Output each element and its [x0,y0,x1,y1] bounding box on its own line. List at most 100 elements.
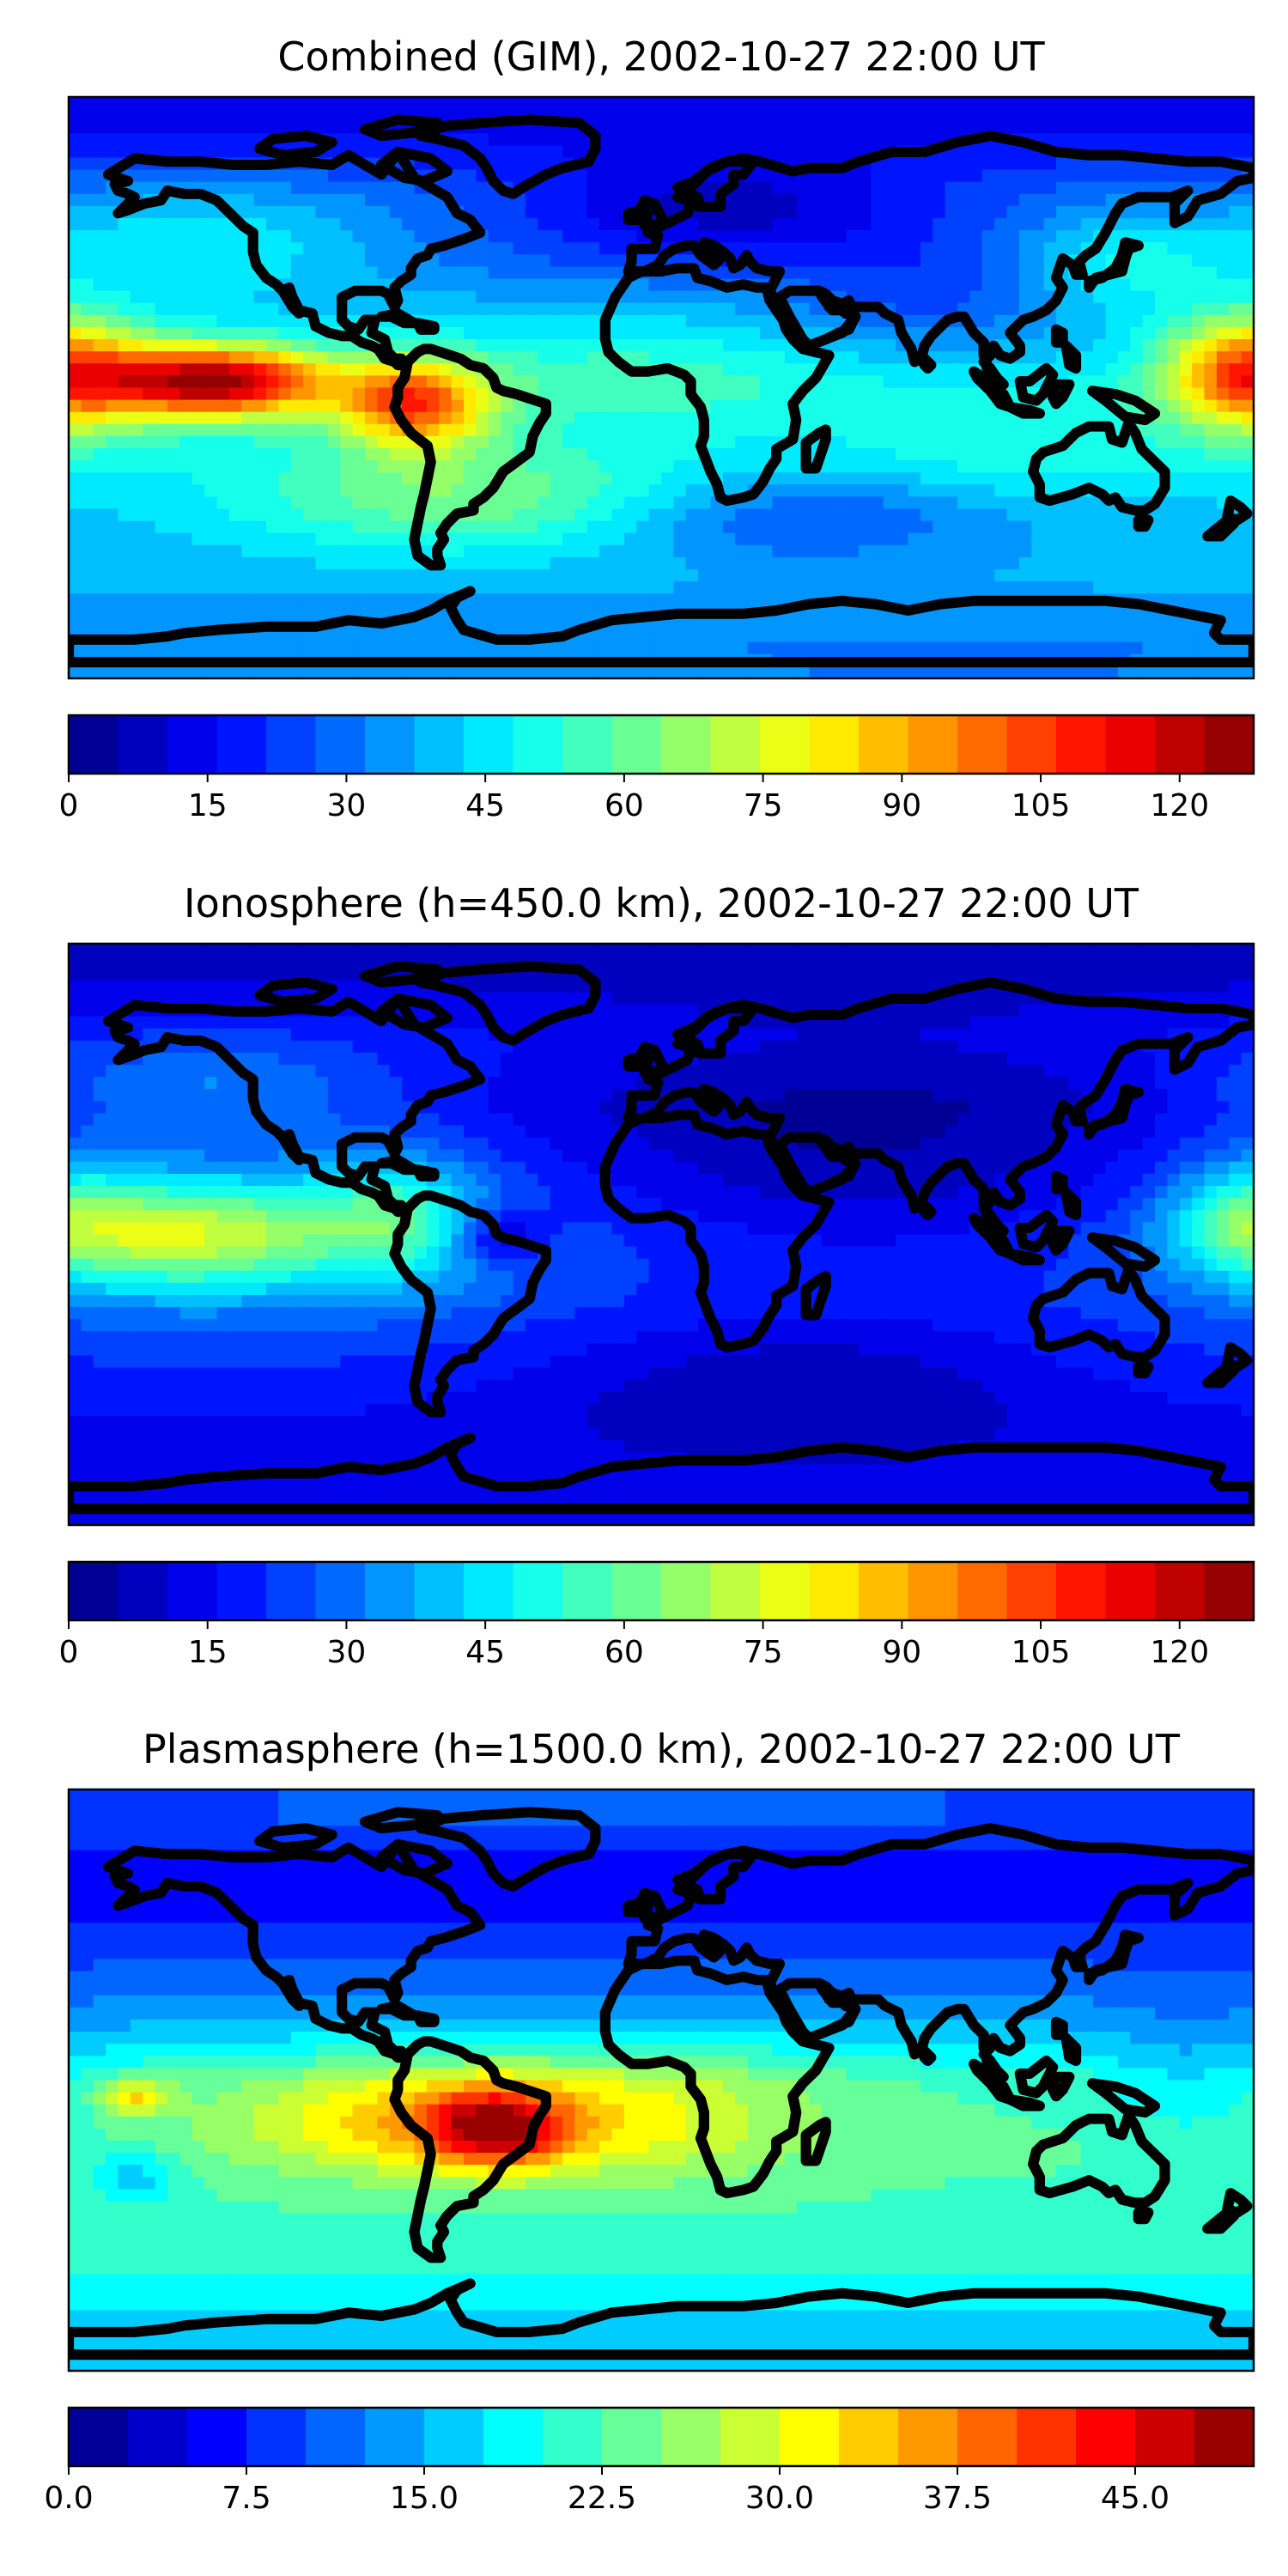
field-cell [896,544,909,558]
field-cell [513,980,526,993]
field-cell [933,266,946,280]
field-cell [327,593,342,607]
field-cell [920,581,934,595]
field-cell [1142,617,1156,631]
field-cell [352,399,366,413]
field-cell [1056,956,1070,969]
field-cell [933,581,946,595]
field-cell [722,145,737,159]
field-cell [93,968,106,981]
field-cell [1018,629,1033,643]
field-cell [1093,97,1107,110]
field-cell [1204,435,1218,449]
field-cell [1006,605,1020,619]
field-cell [488,435,501,449]
field-cell [204,375,218,389]
field-cell [303,944,317,957]
field-cell [1117,968,1132,981]
field-cell [402,218,416,231]
field-cell [883,339,896,352]
field-cell [685,956,699,969]
field-cell [1117,448,1132,461]
field-cell [488,399,501,413]
field-cell [648,423,662,437]
field-cell [698,351,712,365]
field-cell [179,472,193,486]
field-cell [1043,254,1057,268]
field-cell [106,605,119,619]
field-cell [920,423,934,437]
field-cell [228,520,243,534]
field-cell [1167,302,1181,316]
field-cell [550,254,563,268]
field-cell [1031,97,1045,110]
field-cell [945,423,958,437]
field-cell [896,435,909,449]
field-cell [327,641,342,655]
field-cell [204,218,218,231]
field-cell [969,109,983,122]
field-cell [451,314,465,328]
field-cell [1142,423,1156,437]
field-cell [81,218,94,231]
field-cell [945,484,958,498]
field-cell [538,97,551,110]
field-cell [784,205,798,219]
field-cell [179,205,193,219]
field-cell [1093,968,1107,981]
field-cell [673,302,687,316]
field-cell [118,448,131,461]
field-cell [648,326,662,340]
field-cell [167,314,181,328]
field-cell [278,193,292,207]
field-cell [1167,423,1181,437]
colorbar-segment [1204,715,1255,774]
field-cell [859,242,872,256]
field-cell [464,569,477,582]
field-cell [464,544,477,558]
field-cell [340,569,354,582]
field-cell [574,581,588,595]
field-cell [945,242,958,256]
field-cell [784,375,798,389]
field-cell [896,351,909,365]
field-cell [513,339,526,352]
field-cell [525,944,539,957]
field-cell [623,448,638,461]
field-cell [1056,569,1070,582]
field-cell [550,581,563,595]
field-cell [661,157,675,171]
field-cell [290,387,304,401]
field-cell [1117,520,1132,534]
field-cell [821,532,835,546]
field-cell [1117,665,1132,678]
field-cell [896,230,909,244]
field-cell [883,508,896,522]
field-cell [1155,133,1169,147]
field-cell [859,968,872,981]
field-cell [550,399,563,413]
field-cell [784,641,798,655]
field-cell [735,314,749,328]
field-cell [1167,532,1181,546]
field-cell [81,968,94,981]
field-cell [1117,956,1132,969]
field-cell [784,617,798,631]
field-cell [414,411,428,425]
field-cell [611,145,625,159]
field-cell [896,387,909,401]
field-cell [896,532,909,546]
field-cell [883,278,896,292]
field-cell [365,569,379,582]
field-cell [155,532,168,546]
field-cell [130,569,144,582]
field-cell [1167,375,1181,389]
field-cell [611,157,625,171]
field-cell [784,133,798,147]
field-cell [1192,484,1206,498]
field-cell [834,605,848,619]
field-cell [1229,544,1242,558]
field-cell [994,532,1008,546]
field-cell [735,205,749,219]
field-cell [130,617,144,631]
